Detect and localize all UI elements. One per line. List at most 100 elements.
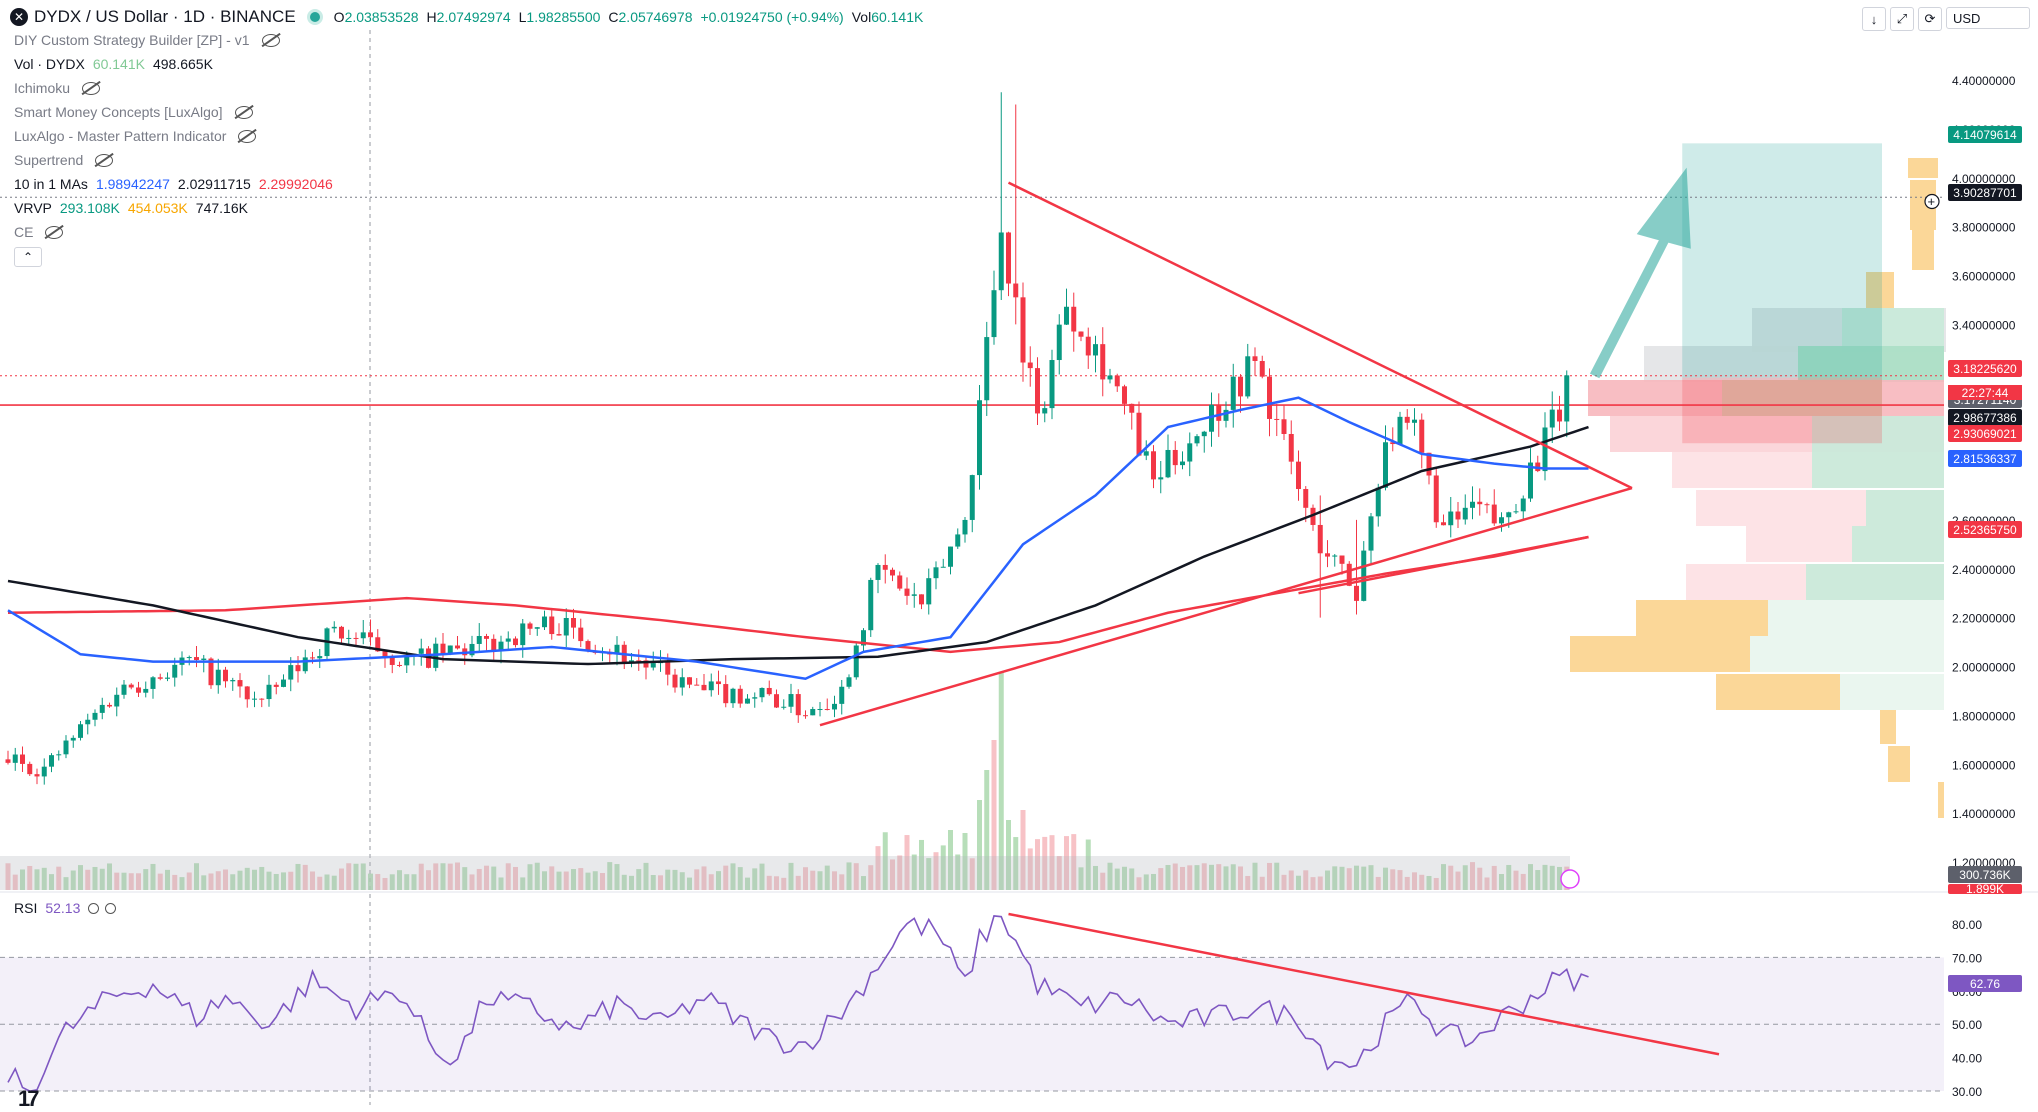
vrvp-bar-27 (1888, 746, 1910, 782)
volume-bar-165 (1201, 863, 1207, 890)
rsi-source-icon[interactable] (105, 902, 117, 914)
candle-body-204 (1484, 504, 1490, 506)
candle-101 (737, 685, 743, 708)
candle-87 (636, 649, 642, 671)
volume-bar-196 (1426, 875, 1432, 890)
volume-bar-58 (426, 870, 431, 890)
legend-row-3[interactable]: Smart Money Concepts [LuxAlgo] (14, 104, 253, 120)
candle-119 (868, 577, 874, 637)
currency-select[interactable]: USD (1946, 7, 2030, 29)
legend-row-4[interactable]: LuxAlgo - Master Pattern Indicator (14, 128, 257, 144)
candle-191 (1390, 427, 1396, 452)
candle-body-2 (20, 754, 25, 764)
volume-bar-12 (92, 866, 98, 890)
candle-body-97 (708, 681, 714, 691)
volume-bar-4 (34, 869, 40, 890)
candle-153 (1114, 373, 1120, 392)
legend-row-5[interactable]: Supertrend (14, 152, 114, 168)
volume-bar-138 (1006, 820, 1011, 890)
legend-value: 60.141K (92, 56, 145, 72)
eye-hidden-icon[interactable] (234, 105, 253, 119)
volume-bar-9 (70, 870, 76, 890)
eye-hidden-icon[interactable] (82, 81, 101, 95)
candle-116 (846, 674, 852, 689)
volume-bar-54 (397, 870, 402, 890)
fullscreen-button[interactable]: ⤢ (1890, 7, 1914, 31)
volume-bar-162 (1180, 866, 1185, 890)
volume-bar-164 (1194, 865, 1200, 890)
candle-113 (824, 698, 830, 711)
candle-185 (1346, 561, 1352, 587)
candle-8 (63, 735, 69, 759)
symbol-title[interactable]: DYDX / US Dollar · 1D · BINANCE (34, 7, 296, 26)
volume-bar-156 (1136, 877, 1142, 890)
legend-value: 454.053K (127, 200, 188, 216)
candle-body-162 (1180, 461, 1185, 466)
candle-35 (259, 698, 265, 708)
eye-hidden-icon[interactable] (45, 225, 64, 239)
volume-bar-187 (1361, 866, 1367, 890)
candle-202 (1470, 486, 1475, 520)
candle-body-169 (1230, 376, 1236, 410)
volume-bar-207 (1506, 864, 1512, 890)
candle-body-147 (1071, 306, 1077, 332)
rsi-line (7, 915, 1589, 1092)
reset-button[interactable]: ⟳ (1918, 7, 1942, 31)
candle-135 (984, 321, 990, 416)
candle-body-199 (1448, 511, 1454, 526)
candle-body-26 (194, 657, 199, 660)
legend-row-7[interactable]: VRVP 293.108K 454.053K 747.16K (14, 200, 256, 216)
candle-body-14 (107, 704, 112, 707)
price-tag-0: 4.14079614 (1948, 126, 2022, 143)
volume-bar-68 (498, 877, 504, 890)
volume-bar-179 (1303, 870, 1309, 890)
candle-44 (324, 627, 330, 660)
candle-body-89 (650, 663, 656, 668)
volume-bar-116 (846, 862, 852, 890)
candle-body-4 (34, 774, 40, 777)
tradingview-logo-icon[interactable]: 17 (18, 1086, 40, 1111)
legend-row-8[interactable]: CE (14, 224, 64, 240)
collapse-legend-button[interactable]: ⌃ (14, 247, 42, 267)
volume-bar-61 (447, 863, 453, 890)
volume-bar-96 (701, 866, 707, 890)
candle-body-1 (12, 754, 18, 763)
candle-body-62 (455, 645, 460, 649)
candle-body-20 (150, 677, 156, 689)
eye-hidden-icon[interactable] (95, 153, 114, 167)
volume-bar-129 (940, 845, 946, 890)
candle-11 (85, 713, 91, 735)
scroll-down-button[interactable]: ↓ (1862, 7, 1886, 31)
volume-bar-72 (527, 864, 533, 890)
candle-body-206 (1499, 517, 1504, 524)
volume-bar-119 (868, 865, 874, 890)
candle-body-144 (1049, 360, 1055, 409)
eye-hidden-icon[interactable] (238, 129, 257, 143)
legend-row-0[interactable]: DIY Custom Strategy Builder [ZP] - v1 (14, 32, 280, 48)
candle-189 (1375, 483, 1381, 527)
volume-bar-115 (839, 874, 845, 890)
volume-bar-155 (1129, 868, 1135, 890)
volume-bar-69 (505, 863, 511, 890)
candle-54 (397, 661, 402, 668)
volume-bar-140 (1020, 810, 1026, 890)
volume-bar-114 (832, 871, 837, 890)
legend-row-1[interactable]: Vol · DYDX 60.141K 498.665K (14, 56, 221, 72)
volume-bar-28 (208, 873, 214, 890)
legend-row-2[interactable]: Ichimoku (14, 80, 101, 96)
candle-body-135 (984, 337, 990, 401)
volume-bar-148 (1078, 867, 1084, 890)
volume-bar-117 (853, 863, 859, 890)
rsi-settings-icon[interactable] (88, 902, 100, 914)
candle-body-109 (795, 694, 801, 716)
candle-body-149 (1085, 336, 1091, 356)
volume-bar-113 (824, 865, 830, 890)
eye-hidden-icon[interactable] (261, 33, 280, 47)
candle-32 (237, 673, 243, 698)
candle-body-48 (353, 637, 359, 639)
refresh-icon: ⟳ (1924, 11, 1936, 26)
legend-row-6[interactable]: 10 in 1 MAs 1.98942247 2.02911715 2.2999204… (14, 176, 341, 192)
candle-body-182 (1325, 553, 1330, 557)
